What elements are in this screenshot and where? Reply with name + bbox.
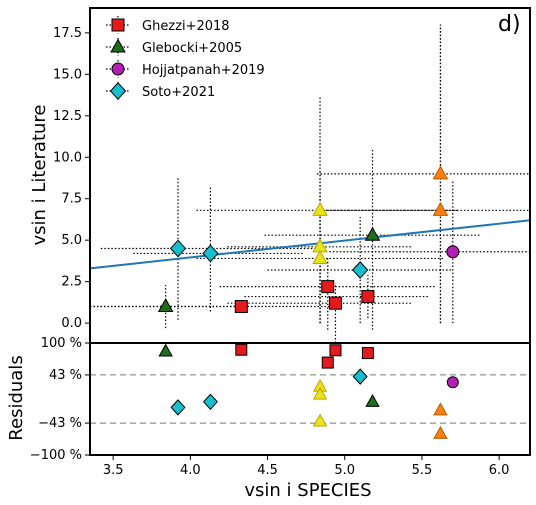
legend-marker — [111, 18, 125, 32]
data-point — [432, 201, 449, 216]
residual-tick-label: 100 % — [41, 336, 82, 351]
residual-point — [312, 386, 328, 400]
residual-y-ticks: 100 % 43 % −43 % −100 % — [30, 336, 90, 463]
data-point — [321, 280, 335, 294]
residual-point — [361, 347, 374, 360]
data-point — [312, 201, 328, 216]
data-point — [432, 165, 449, 180]
residual-point — [329, 344, 342, 357]
top-axes-frame — [89, 7, 531, 344]
residual-tick-label: −43 % — [38, 416, 82, 431]
residual-tick-label: −100 % — [30, 448, 82, 463]
fit-line-layer — [89, 219, 531, 270]
legend-label: Soto+2021 — [142, 85, 215, 100]
y-tick-label: 0.0 — [61, 316, 82, 331]
data-point — [312, 249, 328, 264]
legend-label: Hojjatpanah+2019 — [142, 63, 265, 78]
x-tick-label: 5.5 — [412, 463, 433, 478]
data-point — [352, 261, 369, 279]
top-markers — [157, 165, 460, 314]
y-tick-label: 7.5 — [61, 192, 82, 207]
x-tick-label: 5.0 — [334, 463, 355, 478]
top-y-axis-label: vsin i Literature — [29, 104, 50, 245]
residual-point — [170, 399, 186, 416]
residual-point — [433, 402, 448, 416]
residual-point — [321, 356, 334, 369]
data-point — [234, 300, 248, 314]
top-y-ticks: 0.0 2.5 5.0 7.5 10.0 12.5 15.0 17.5 — [53, 26, 90, 331]
residuals-panel: 100 %43 %−43 %−100 % 3.5 4.0 4.5 5.0 5.5 6.0 … — [6, 336, 531, 501]
x-ticks: 3.5 4.0 4.5 5.0 5.5 6.0 — [103, 455, 510, 478]
residual-markers — [158, 343, 459, 439]
y-tick-label: 17.5 — [53, 26, 82, 41]
residual-tick-label: 43 % — [49, 368, 82, 383]
legend: Ghezzi+2018 Glebocki+2005 Hojjatpanah+2019… — [106, 16, 265, 100]
data-point — [169, 239, 187, 258]
reference-lines — [90, 374, 530, 424]
panel-label: d) — [498, 12, 521, 37]
data-point — [446, 245, 460, 259]
residual-point — [235, 343, 248, 356]
residual-point — [446, 376, 459, 389]
y-tick-label: 15.0 — [53, 67, 82, 82]
y-tick-label: 5.0 — [61, 233, 82, 248]
residual-point — [202, 393, 218, 411]
residual-point — [312, 413, 328, 427]
residual-y-axis-label: Residuals — [6, 355, 27, 440]
top-panel: 0.0 2.5 5.0 7.5 10.0 12.5 15.0 17.5 d) vsin i L… — [29, 7, 531, 344]
residual-axes-frame — [89, 342, 531, 456]
legend-marker — [111, 62, 125, 76]
data-point — [202, 244, 219, 263]
data-point — [157, 298, 174, 313]
residual-point — [365, 393, 380, 407]
x-tick-label: 3.5 — [103, 463, 124, 478]
y-tick-label: 12.5 — [53, 109, 82, 124]
x-axis-label: vsin i SPECIES — [244, 480, 371, 501]
residual-point — [352, 368, 368, 385]
legend-marker — [109, 82, 127, 100]
legend-label: Ghezzi+2018 — [142, 19, 230, 34]
data-point — [328, 296, 342, 310]
residual-point — [433, 425, 448, 439]
residual-point — [158, 343, 173, 357]
y-tick-label: 2.5 — [61, 275, 82, 290]
legend-label: Glebocki+2005 — [142, 41, 242, 56]
y-tick-label: 10.0 — [53, 150, 82, 165]
x-tick-label: 4.5 — [257, 463, 278, 478]
legend-marker — [110, 38, 126, 53]
fit-line — [89, 219, 531, 270]
x-tick-label: 6.0 — [489, 463, 510, 478]
data-point — [361, 290, 375, 304]
data-point — [364, 226, 381, 241]
x-tick-label: 4.0 — [180, 463, 201, 478]
